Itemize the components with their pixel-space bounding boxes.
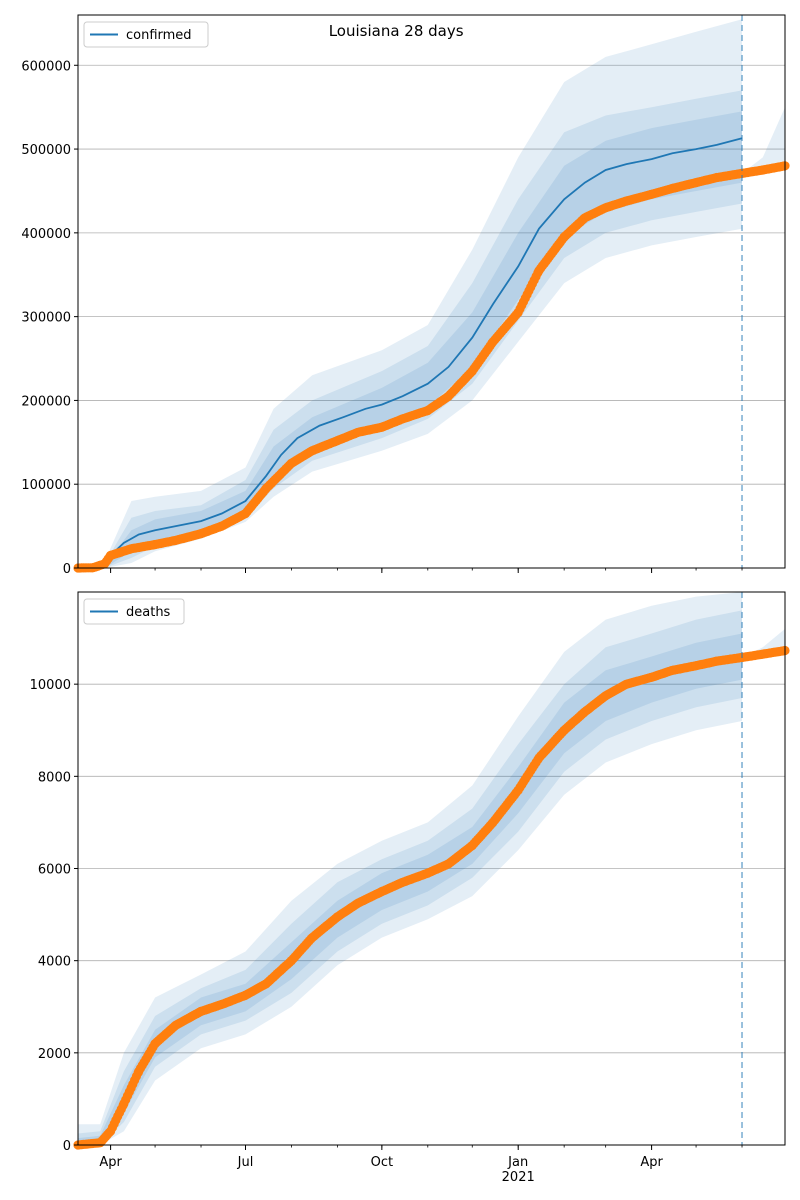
deaths-band-outer xyxy=(78,592,742,1145)
confirmed-panel: 0 100000 200000 300000 400000 500000 600000 co… xyxy=(21,14,790,577)
deaths-x-tick-label: Jul xyxy=(237,1155,254,1170)
confirmed-legend-box xyxy=(83,21,209,48)
confirmed-y-tick-label: 400000 xyxy=(21,227,71,242)
confirmed-future-band xyxy=(742,107,785,174)
confirmed-y-tick-label: 0 xyxy=(63,562,71,577)
deaths-legend-box xyxy=(83,598,185,625)
confirmed-band-outer xyxy=(78,19,742,568)
deaths-y-tick-label: 2000 xyxy=(38,1047,71,1062)
confirmed-y-tick-label: 500000 xyxy=(21,143,71,158)
deaths-y-tick-label: 4000 xyxy=(38,955,71,970)
chart-title: Louisiana 28 days xyxy=(329,22,464,40)
confirmed-legend: confirmed xyxy=(83,21,209,48)
deaths-x-tick-label: Jan xyxy=(507,1155,528,1170)
deaths-legend-label: deaths xyxy=(126,605,171,620)
deaths-x-tick-label: Apr xyxy=(640,1155,663,1170)
confirmed-y-tick-label: 200000 xyxy=(21,394,71,409)
deaths-y-tick-label: 0 xyxy=(63,1139,71,1154)
deaths-y-tick-label: 8000 xyxy=(38,770,71,785)
deaths-y-tick-label: 10000 xyxy=(30,678,71,693)
deaths-x-tick-label: Apr xyxy=(99,1155,122,1170)
deaths-y-tick-label: 6000 xyxy=(38,863,71,878)
confirmed-y-tick-label: 100000 xyxy=(21,478,71,493)
confirmed-axes-frame xyxy=(77,14,786,569)
deaths-observed-markers xyxy=(73,645,790,1150)
confirmed-line xyxy=(77,137,743,569)
deaths-x-tick-label: Oct xyxy=(371,1155,393,1170)
deaths-band-inner xyxy=(78,633,742,1145)
confirmed-observed-markers xyxy=(73,161,790,573)
confirmed-series-lines xyxy=(77,137,743,569)
deaths-legend: deaths xyxy=(83,598,185,625)
deaths-x-tick-year-label: 2021 xyxy=(502,1170,535,1185)
confirmed-band-mid xyxy=(78,90,742,569)
confirmed-y-tick-label: 600000 xyxy=(21,59,71,74)
confirmed-axis-ticks: 0 100000 200000 300000 400000 500000 600000 xyxy=(21,59,743,577)
confirmed-y-tick-label: 300000 xyxy=(21,311,71,326)
confirmed-legend-label: confirmed xyxy=(126,28,192,43)
